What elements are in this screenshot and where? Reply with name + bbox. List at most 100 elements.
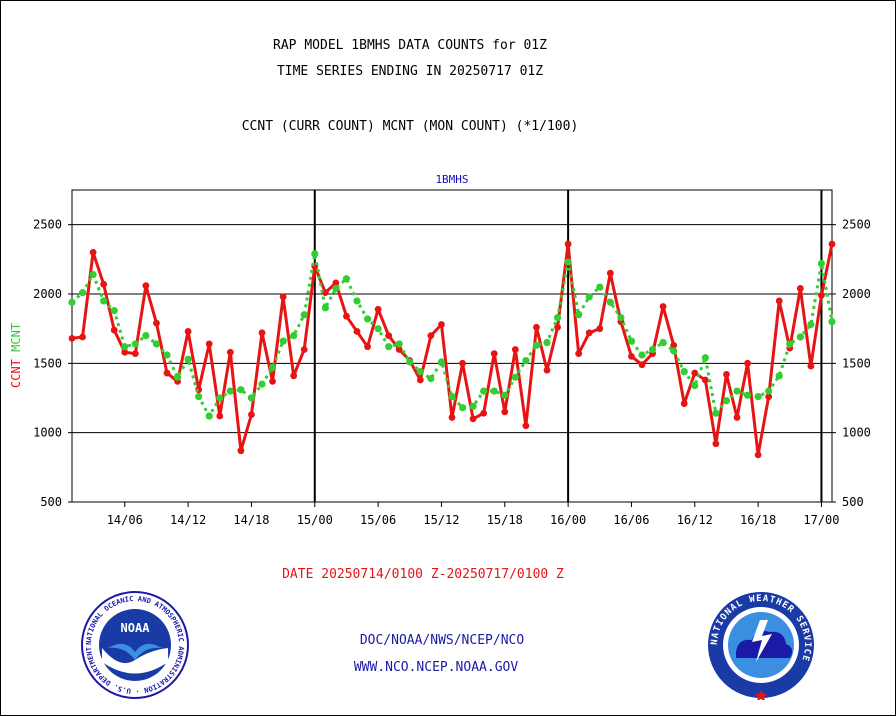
data-point-ccnt: [79, 333, 86, 341]
data-point-mcnt: [490, 387, 498, 395]
website-link[interactable]: WWW.NCO.NCEP.NOAA.GOV: [353, 660, 519, 675]
data-point-ccnt: [585, 329, 593, 337]
data-point-mcnt: [406, 358, 414, 366]
data-point-mcnt: [469, 402, 477, 410]
data-point-mcnt: [448, 393, 456, 401]
data-point-mcnt: [363, 315, 372, 323]
header-line-3: CCNT (CURR COUNT) MCNT (MON COUNT) (*1/1…: [241, 119, 579, 134]
ytick-label-left: 500: [40, 495, 62, 509]
data-point-mcnt: [828, 318, 836, 326]
data-point-ccnt: [554, 323, 561, 331]
data-point-ccnt: [543, 366, 551, 374]
y-axis-label-sep: [9, 352, 23, 359]
ytick-label-left: 2000: [33, 287, 62, 301]
data-point-mcnt: [216, 394, 224, 402]
data-point-mcnt: [100, 297, 108, 305]
data-point-mcnt: [247, 394, 256, 402]
y-axis-label-mcnt: MCNT: [9, 323, 23, 352]
data-point-mcnt: [353, 297, 361, 305]
data-point-ccnt: [691, 369, 699, 377]
data-point-mcnt: [564, 258, 572, 266]
data-point-mcnt: [543, 338, 551, 347]
data-point-mcnt: [342, 275, 351, 283]
data-point-ccnt: [680, 400, 688, 407]
data-point-mcnt: [670, 347, 678, 355]
data-point-ccnt: [606, 269, 614, 277]
data-point-ccnt: [131, 350, 139, 358]
nws-logo: NATIONAL WEATHER SERVICE: [708, 592, 814, 700]
data-point-mcnt: [648, 345, 657, 354]
data-point-ccnt: [395, 346, 403, 353]
data-point-ccnt: [226, 348, 234, 356]
data-point-mcnt: [617, 313, 625, 322]
data-point-ccnt: [332, 279, 340, 287]
data-point-ccnt: [701, 376, 709, 384]
data-point-mcnt: [501, 391, 509, 399]
xtick-label: 16/00: [550, 513, 586, 527]
ytick-label-right: 1500: [842, 356, 871, 370]
xtick-label: 14/06: [107, 513, 143, 527]
xtick-label: 15/12: [423, 513, 459, 527]
data-point-ccnt: [258, 329, 266, 337]
data-point-ccnt: [353, 328, 361, 335]
data-point-ccnt: [818, 291, 825, 299]
y-axis-label-ccnt: CCNT: [9, 359, 23, 388]
data-point-mcnt: [796, 333, 804, 341]
data-point-mcnt: [775, 372, 783, 380]
data-point-ccnt: [121, 348, 129, 356]
data-point-ccnt: [480, 409, 488, 417]
data-point-ccnt: [807, 362, 815, 370]
data-point-mcnt: [321, 304, 329, 312]
ytick-label-left: 2500: [33, 218, 62, 232]
y-axis-label: CCNT MCNT: [9, 323, 23, 388]
noaa-text: NOAA: [121, 621, 151, 635]
data-point-mcnt: [89, 270, 97, 279]
data-point-ccnt: [290, 372, 298, 380]
data-point-mcnt: [110, 307, 118, 315]
data-point-mcnt: [680, 368, 688, 376]
data-point-mcnt: [152, 340, 161, 348]
data-point-mcnt: [374, 325, 382, 333]
data-point-mcnt: [427, 374, 435, 383]
ytick-label-left: 1000: [33, 426, 62, 440]
data-point-mcnt: [258, 380, 266, 388]
ytick-label-right: 2000: [842, 287, 871, 301]
data-point-ccnt: [269, 377, 276, 385]
data-point-mcnt: [743, 391, 752, 399]
date-range: DATE 20250714/0100 Z-20250717/0100 Z: [282, 567, 564, 582]
data-point-mcnt: [142, 332, 150, 340]
xtick-label: 15/06: [360, 513, 396, 527]
data-point-ccnt: [153, 319, 160, 327]
data-point-ccnt: [596, 325, 604, 333]
data-point-ccnt: [469, 415, 477, 423]
data-point-ccnt: [385, 332, 393, 339]
data-point-mcnt: [195, 393, 203, 401]
data-point-mcnt: [701, 354, 709, 362]
data-point-ccnt: [216, 412, 224, 420]
data-point-mcnt: [332, 284, 340, 293]
data-point-mcnt: [437, 358, 446, 366]
data-point-mcnt: [173, 373, 182, 381]
header-line-2: TIME SERIES ENDING IN 20250717 01Z: [276, 64, 544, 79]
data-point-mcnt: [226, 387, 234, 395]
data-point-mcnt: [279, 337, 287, 345]
data-point-ccnt: [733, 414, 741, 421]
series-line-ccnt: [71, 242, 834, 457]
data-point-ccnt: [659, 303, 667, 310]
data-point-mcnt: [733, 387, 741, 395]
data-point-mcnt: [638, 351, 646, 359]
data-point-mcnt: [606, 298, 614, 306]
data-point-mcnt: [511, 373, 519, 381]
data-point-mcnt: [205, 412, 213, 420]
data-point-ccnt: [300, 346, 308, 353]
time-series-chart: 500 500 1000 1000 1500 1500 2000 2000 2500 2500 14…: [9, 173, 871, 527]
xtick-label: 16/06: [613, 513, 649, 527]
data-point-ccnt: [638, 361, 646, 369]
noaa-logo: NATIONAL OCEANIC AND ATMOSPHERIC ADMINIS…: [80, 590, 189, 699]
data-point-ccnt: [163, 369, 171, 377]
xtick-label: 16/18: [740, 513, 776, 527]
data-point-mcnt: [627, 337, 636, 345]
data-point-ccnt: [142, 282, 150, 290]
data-point-ccnt: [321, 289, 329, 297]
data-point-ccnt: [744, 359, 751, 367]
